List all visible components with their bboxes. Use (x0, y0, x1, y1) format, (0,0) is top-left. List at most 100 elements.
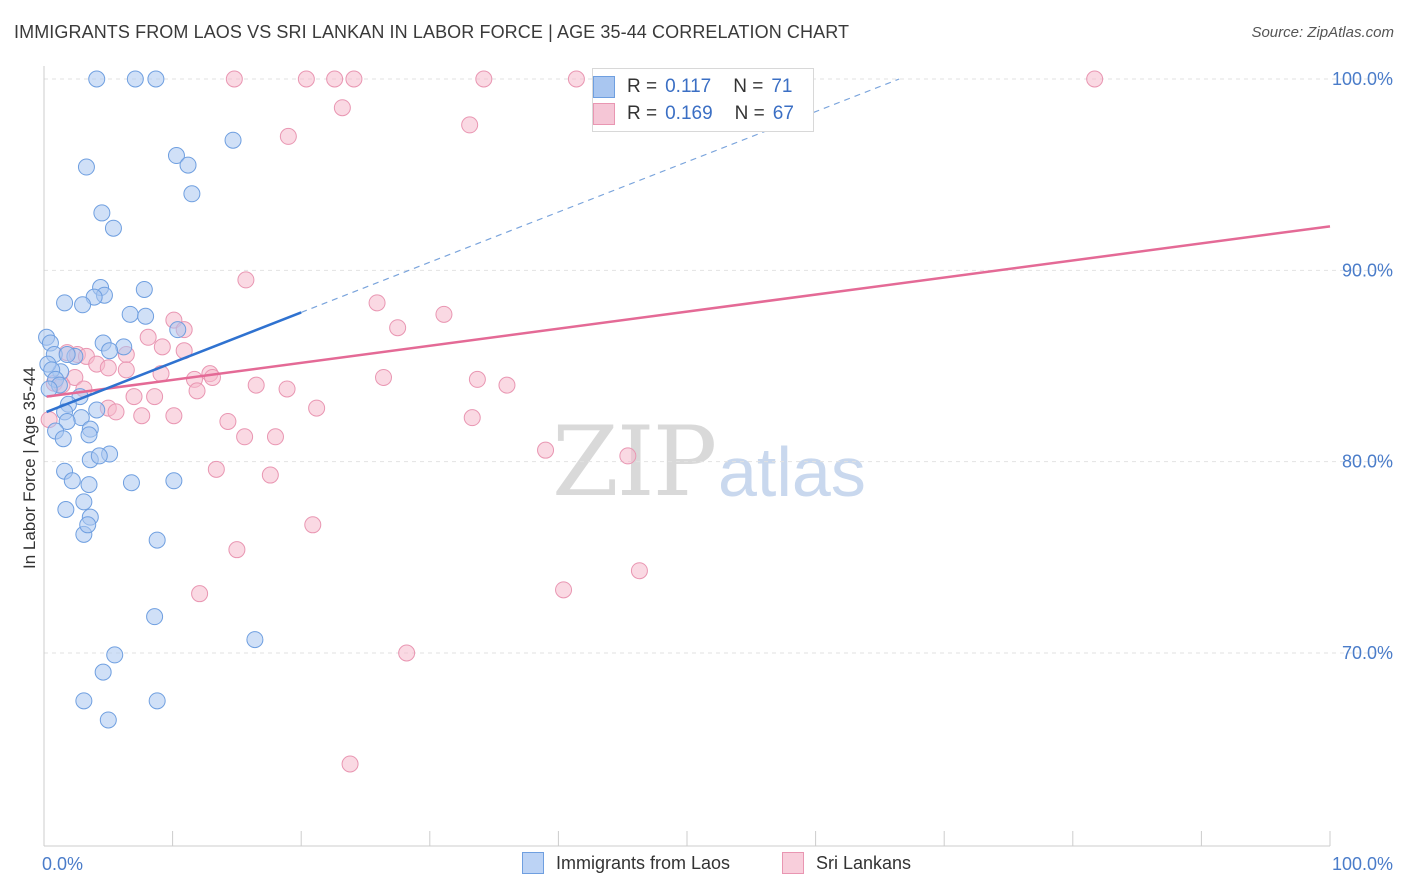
point-laos (106, 646, 124, 664)
point-laos (122, 474, 140, 492)
y-tick-label: 80.0% (1342, 452, 1393, 472)
y-tick-label: 90.0% (1342, 260, 1393, 280)
point-sri-lankans (203, 368, 221, 386)
legend-n-label: N = (733, 76, 764, 97)
point-sri-lankans (1086, 70, 1104, 88)
point-laos (104, 219, 122, 237)
point-sri-lankans (368, 294, 386, 312)
point-sri-lankans (266, 428, 284, 446)
legend-r-value: 0.117 (665, 76, 712, 97)
point-sri-lankans (133, 407, 151, 425)
point-laos (115, 338, 133, 356)
legend-r-value: 0.169 (665, 103, 713, 124)
point-sri-lankans (537, 441, 555, 459)
trend-line-laos (46, 311, 302, 414)
point-sri-lankans (461, 116, 479, 134)
point-sri-lankans (207, 460, 225, 478)
series-sri-lankans (40, 70, 1104, 773)
point-laos (93, 204, 111, 222)
point-sri-lankans (463, 409, 481, 427)
point-laos (147, 70, 165, 88)
point-sri-lankans (146, 388, 164, 406)
point-laos (75, 493, 93, 511)
point-laos (80, 476, 98, 494)
bottom-legend-label-sri-lankans: Sri Lankans (816, 852, 912, 873)
series-laos (38, 70, 264, 729)
point-laos (179, 156, 197, 174)
point-laos (169, 321, 187, 339)
point-laos (121, 305, 139, 323)
grid-lines (44, 78, 1392, 654)
legend-n-label: N = (734, 103, 765, 124)
point-laos (54, 430, 72, 448)
point-laos (146, 608, 164, 626)
point-sri-lankans (435, 305, 453, 323)
legend-n-value: 67 (772, 103, 794, 124)
bottom-legend-swatch-sri-lankans (782, 852, 804, 874)
point-sri-lankans (567, 70, 585, 88)
legend-row-laos: R = 0.117 N = 71 (593, 73, 793, 101)
point-laos (99, 711, 117, 729)
legend-r-label: R = (627, 103, 658, 124)
y-tick-label: 100.0% (1332, 69, 1393, 89)
point-sri-lankans (153, 338, 171, 356)
point-laos (224, 131, 242, 149)
point-sri-lankans (475, 70, 493, 88)
point-sri-lankans (308, 399, 326, 417)
point-sri-lankans (555, 581, 573, 599)
point-sri-lankans (278, 380, 296, 398)
point-sri-lankans (117, 361, 135, 379)
watermark-atlas: atlas (718, 433, 866, 511)
point-sri-lankans (304, 516, 322, 534)
point-laos (135, 280, 153, 298)
point-sri-lankans (261, 466, 279, 484)
point-laos (126, 70, 144, 88)
point-sri-lankans (125, 388, 143, 406)
point-sri-lankans (228, 541, 246, 559)
bottom-legend-label-laos: Immigrants from Laos (556, 852, 731, 873)
point-laos (58, 412, 76, 430)
bottom-legend-sri-lankans[interactable]: Sri Lankans (782, 852, 911, 874)
point-laos (75, 692, 93, 710)
point-laos (77, 158, 95, 176)
point-laos (148, 531, 166, 549)
point-laos (63, 472, 81, 490)
point-laos (88, 70, 106, 88)
trend-lines (46, 78, 1331, 414)
source-label[interactable]: Source: ZipAtlas.com (1251, 24, 1394, 41)
point-sri-lankans (191, 585, 209, 603)
chart-title: IMMIGRANTS FROM LAOS VS SRI LANKAN IN LA… (14, 22, 850, 42)
point-laos (80, 426, 98, 444)
point-laos (58, 346, 76, 364)
point-sri-lankans (333, 99, 351, 117)
point-sri-lankans (375, 368, 393, 386)
point-sri-lankans (247, 376, 265, 394)
bottom-legend-laos[interactable]: Immigrants from Laos (522, 852, 730, 874)
point-sri-lankans (99, 359, 117, 377)
legend-swatch-sri-lankans (593, 103, 615, 125)
x-tick-label: 0.0% (42, 854, 83, 874)
point-sri-lankans (107, 403, 125, 421)
trend-line-laos-extension (300, 78, 900, 313)
legend-r-label: R = (627, 76, 658, 97)
y-tick-label: 70.0% (1342, 643, 1393, 663)
point-sri-lankans (630, 562, 648, 580)
point-sri-lankans (468, 370, 486, 388)
watermark-zip: ZIP (552, 406, 717, 518)
point-laos (246, 631, 264, 649)
point-sri-lankans (341, 755, 359, 773)
point-sri-lankans (188, 382, 206, 400)
point-sri-lankans (225, 70, 243, 88)
point-laos (165, 472, 183, 490)
point-sri-lankans (236, 428, 254, 446)
point-laos (137, 307, 155, 325)
point-laos (94, 663, 112, 681)
point-sri-lankans (139, 328, 157, 346)
correlation-legend: R = 0.117 N = 71 R = 0.169 N = 67 (592, 68, 814, 132)
point-sri-lankans (297, 70, 315, 88)
point-laos (167, 147, 185, 165)
point-laos (183, 185, 201, 203)
point-sri-lankans (619, 447, 637, 465)
point-laos (88, 401, 106, 419)
